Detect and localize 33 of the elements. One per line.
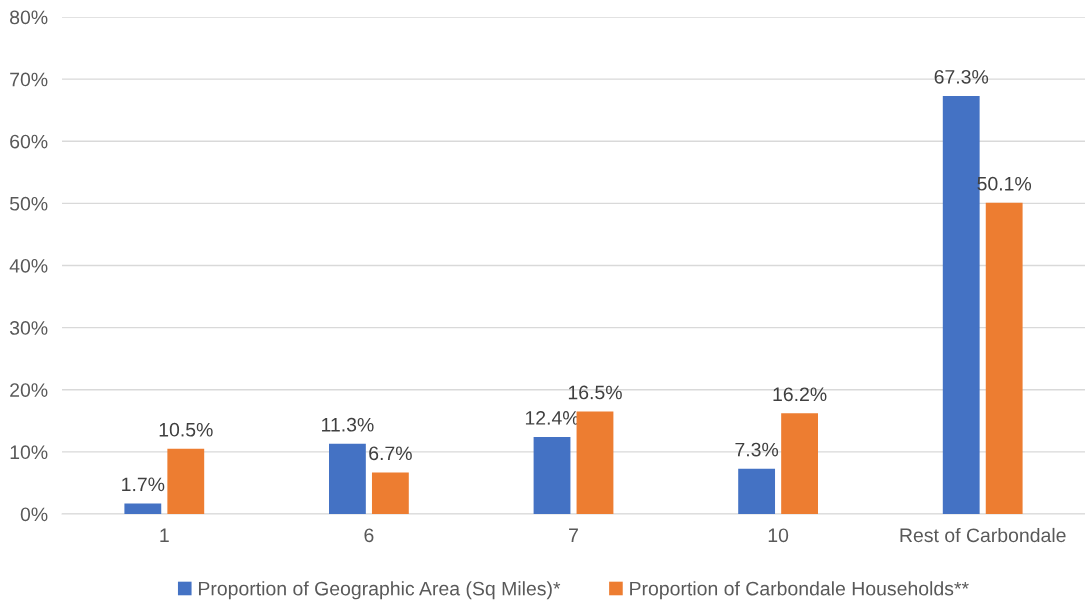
bar (738, 468, 776, 514)
y-tick-label: 50% (9, 196, 48, 211)
y-tick-label: 80% (10, 10, 48, 25)
bar (329, 443, 366, 514)
y-tick-label: 40% (9, 258, 48, 273)
y-tick-label: 0% (20, 507, 48, 522)
bar (371, 472, 409, 514)
y-tick-label: 10% (10, 445, 48, 460)
legend-label: Proportion of Geographic Area (Sq Miles)* (198, 581, 561, 600)
x-tick-label: 7 (569, 528, 578, 542)
x-tick-label: 6 (364, 528, 374, 543)
y-tick-label: 60% (10, 134, 48, 149)
y-tick-label: 20% (10, 383, 48, 397)
bar (533, 436, 571, 514)
data-label: 10.5% (159, 422, 213, 437)
bar (576, 411, 614, 514)
data-label: 67.3% (934, 69, 989, 84)
x-tick-label: 10 (768, 528, 789, 543)
y-tick-label: 70% (10, 72, 48, 87)
data-label: 6.7% (369, 446, 412, 461)
bar (124, 503, 162, 514)
data-label: 16.5% (568, 385, 622, 400)
data-label: 16.2% (773, 387, 827, 402)
bar (985, 202, 1023, 514)
legend-label: Proportion of Carbondale Households** (630, 581, 969, 600)
bar (781, 413, 818, 514)
data-label: 7.3% (735, 442, 779, 457)
x-tick-label: Rest of Carbondale (900, 527, 1066, 543)
data-label: 1.7% (122, 477, 165, 492)
bar (167, 448, 205, 514)
x-tick-label: 1 (160, 528, 169, 542)
y-tick-label: 30% (9, 321, 48, 335)
data-label: 11.3% (322, 417, 374, 432)
